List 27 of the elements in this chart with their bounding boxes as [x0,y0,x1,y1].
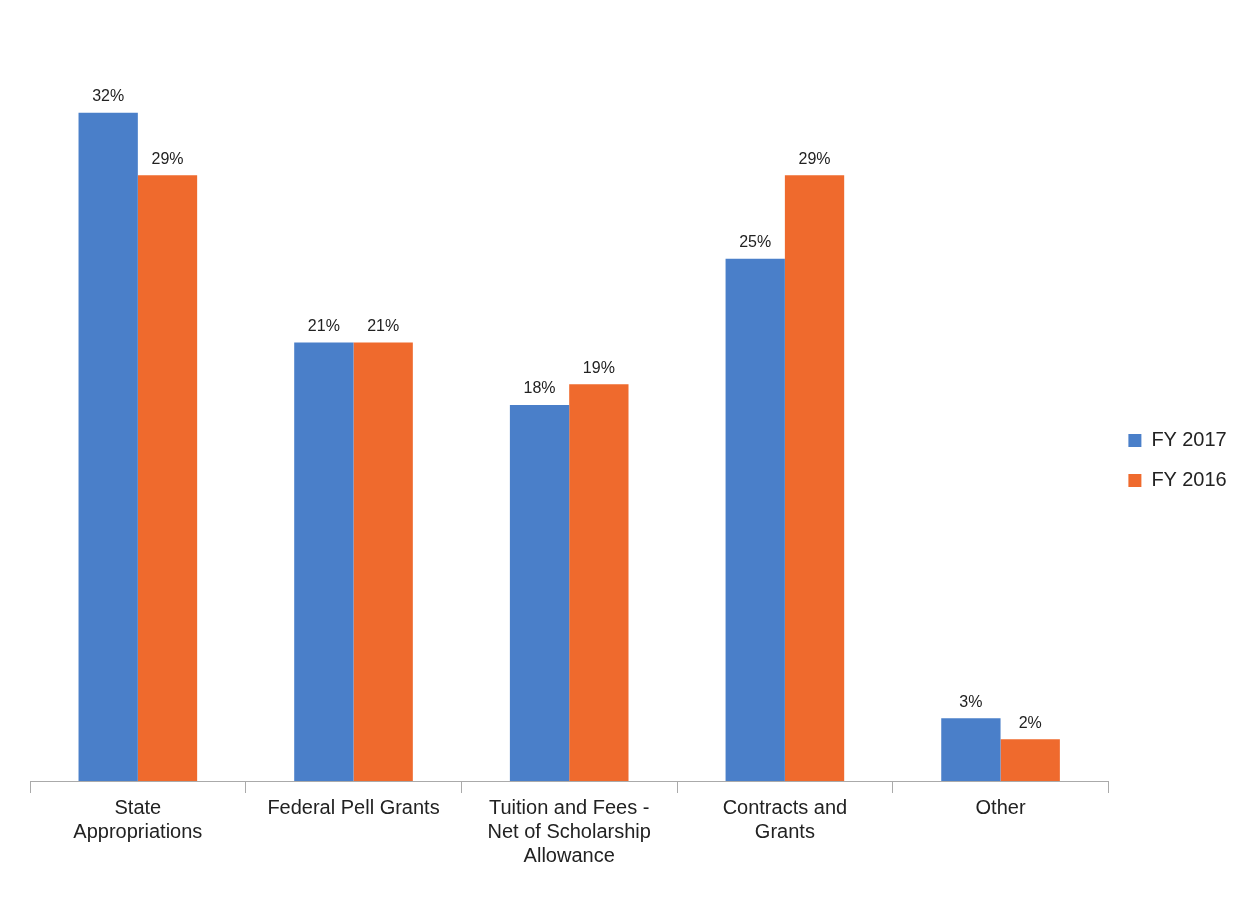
data-label: 29% [798,149,831,167]
data-label: 29% [151,149,184,167]
x-tick-label: Federal Pell Grants [267,795,440,818]
x-tick-label: Other [975,795,1026,818]
data-label: 21% [367,316,400,334]
bar [784,175,845,781]
data-label: 32% [92,87,125,105]
bar [569,384,629,781]
bar [509,405,570,781]
bar [941,718,1001,781]
legend-label: FY 2016 [1151,468,1227,491]
data-label: 21% [307,316,340,334]
bar [353,342,413,781]
data-label: 19% [582,358,615,376]
bar [725,258,785,781]
data-label: 25% [739,233,772,251]
data-label: 18% [523,379,556,397]
legend-label: FY 2017 [1151,428,1227,451]
bar [78,112,138,781]
x-tick-label: Tuition and Fees - Net of Scholarship Allowance [487,795,651,866]
bar [294,342,354,781]
bar [137,175,198,781]
x-tick-label: Contracts and Grants [722,795,848,842]
data-label: 3% [959,692,983,710]
x-tick-label: State Appropriations [73,795,203,842]
data-label: 2% [1018,713,1042,731]
bar [1000,739,1060,781]
